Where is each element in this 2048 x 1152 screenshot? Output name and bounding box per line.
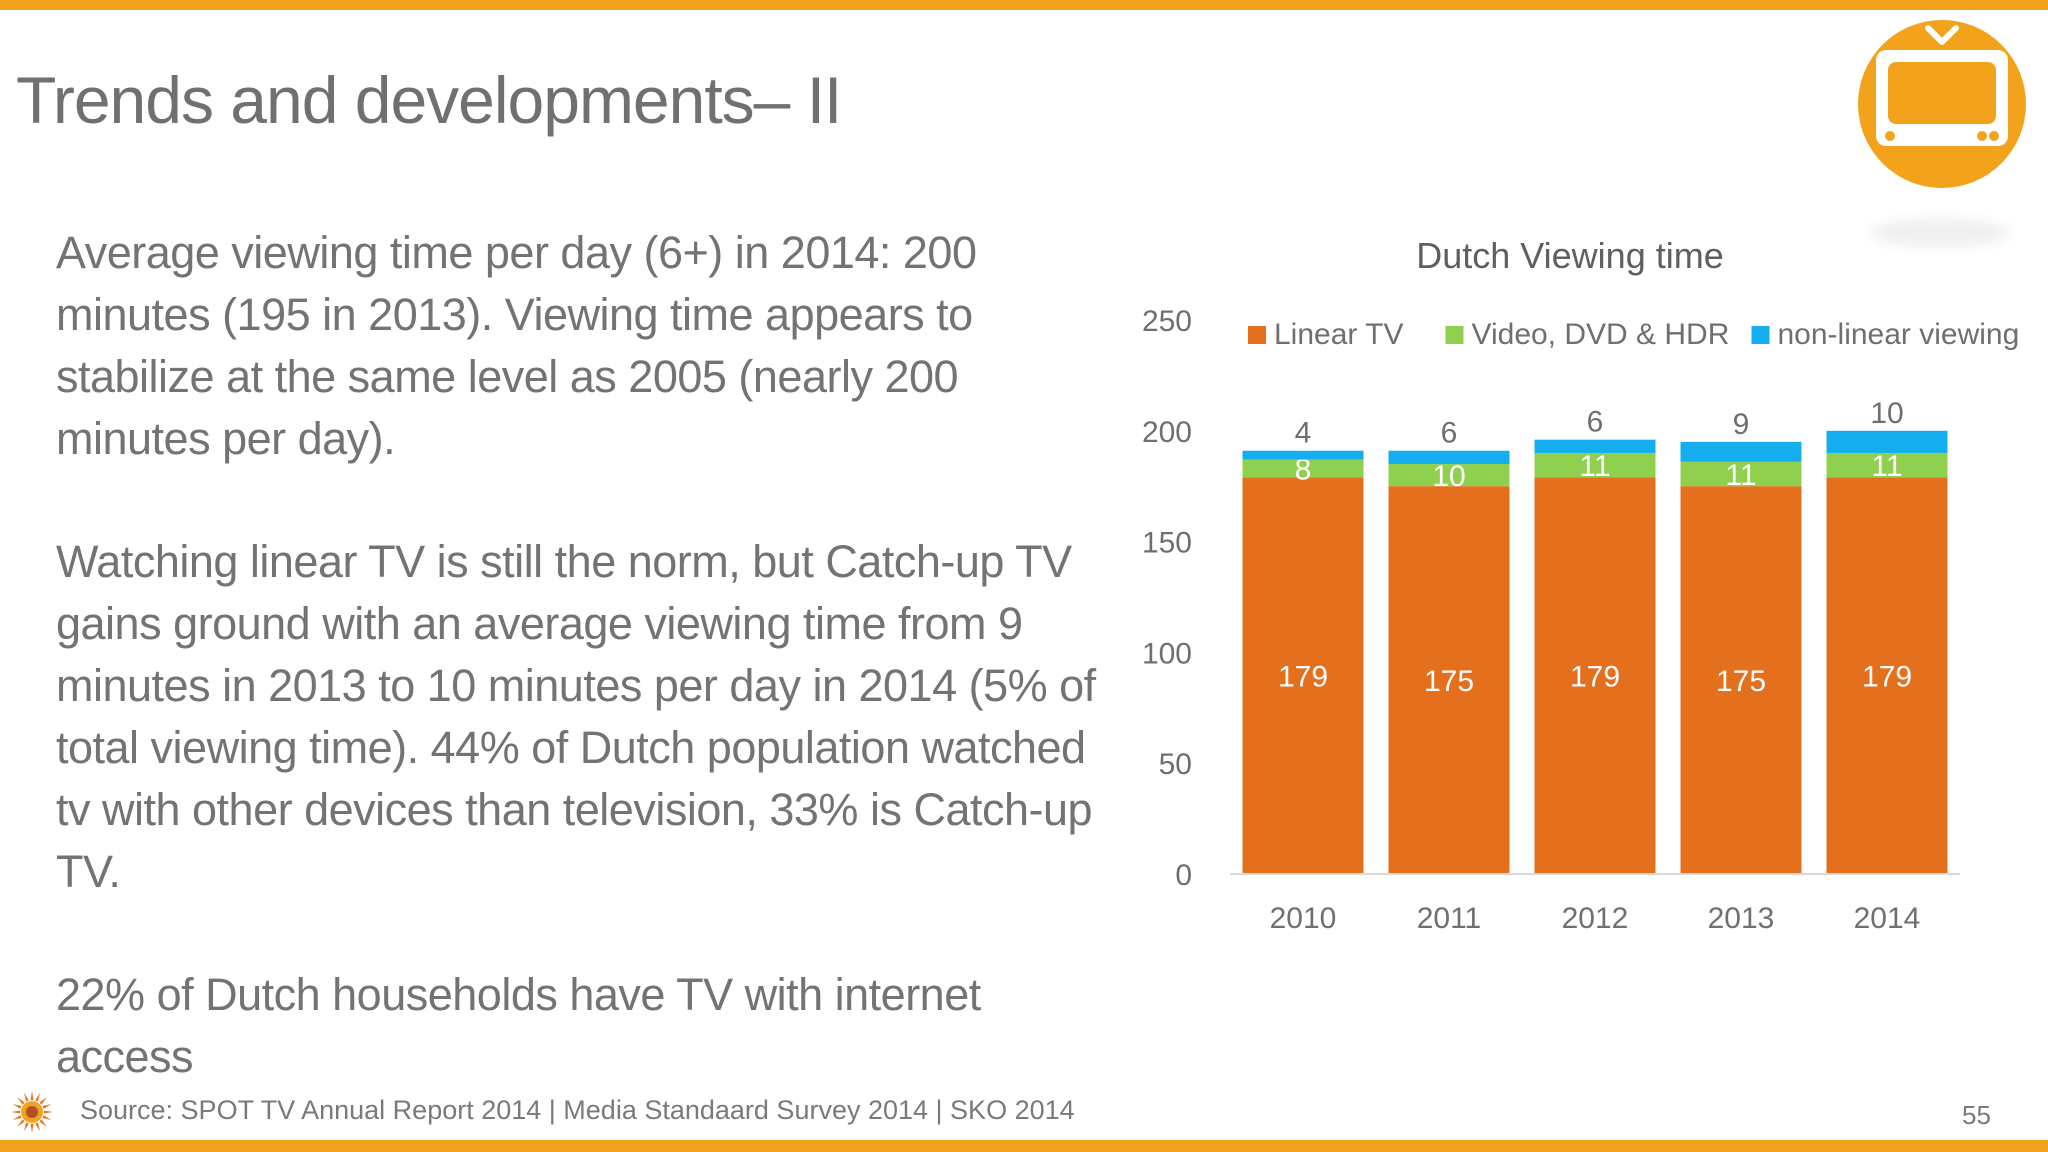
bar-segment (1680, 461, 1802, 487)
y-tick-label: 200 (1142, 416, 1192, 449)
data-label: 11 (1579, 450, 1610, 483)
legend-swatch (1751, 326, 1770, 344)
bar-segment (1242, 459, 1364, 478)
legend-label: non-linear viewing (1778, 318, 2020, 351)
y-tick-label: 50 (1159, 748, 1192, 781)
bar-segment (1680, 486, 1802, 874)
legend-label: Video, DVD & HDR (1472, 318, 1730, 351)
y-tick-label: 100 (1142, 637, 1192, 670)
bar-segment (1388, 486, 1510, 874)
page-number: 55 (1962, 1100, 1991, 1130)
data-label: 6 (1441, 417, 1458, 450)
data-label: 179 (1570, 661, 1620, 694)
data-label: 6 (1587, 406, 1604, 439)
bar-segment (1534, 452, 1656, 478)
bottom-accent-bar (0, 1140, 2048, 1152)
paragraph-internet-access: 22% of Dutch households have TV with int… (56, 969, 981, 1082)
x-axis: 2010 2011 2012 2013 2014 (1230, 873, 1960, 935)
data-label: 175 (1424, 665, 1474, 698)
bar-series: 179 84 175 10 6 179 11 6 175 11 9 179 11 10 (1242, 397, 1948, 874)
y-tick-label: 250 (1142, 305, 1192, 338)
sun-logo-icon (11, 1091, 53, 1133)
legend-swatch (1445, 326, 1464, 344)
data-label: 175 (1716, 665, 1766, 698)
bar-segment (1826, 477, 1948, 874)
legend-swatch (1248, 326, 1266, 344)
chart-legend: Linear TV Video, DVD & HDR non-linear view… (1248, 318, 2019, 351)
bar-segment (1534, 477, 1656, 874)
data-label: 179 (1278, 661, 1328, 694)
x-tick-label: 2012 (1562, 902, 1629, 935)
bar-segment (1534, 439, 1656, 453)
data-label: 11 (1871, 450, 1902, 483)
data-label: 179 (1862, 661, 1912, 694)
bar-segment (1388, 464, 1510, 487)
x-tick-label: 2010 (1270, 902, 1337, 935)
y-tick-label: 150 (1142, 527, 1192, 560)
body-text: Average viewing time per day (6+) in 201… (56, 222, 1116, 1149)
tv-icon-shadow (1870, 218, 2010, 248)
data-label: 8 (1295, 453, 1312, 486)
bar-segment (1826, 452, 1948, 478)
bar-segment (1680, 441, 1802, 462)
data-label: 4 (1295, 417, 1312, 450)
y-axis: 0 50 100 150 200 250 (1142, 305, 1192, 892)
footer-source: Source: SPOT TV Annual Report 2014 | Med… (80, 1095, 1075, 1125)
data-label: 9 (1733, 408, 1750, 441)
data-label: 10 (1432, 460, 1465, 493)
paragraph-viewing-time: Average viewing time per day (6+) in 201… (56, 227, 977, 464)
chart-title: Dutch Viewing time (1416, 235, 1723, 276)
tv-icon (1858, 20, 2026, 188)
x-tick-label: 2013 (1708, 902, 1775, 935)
data-label: 11 (1725, 459, 1756, 492)
data-label: 10 (1870, 397, 1903, 430)
y-tick-label: 0 (1175, 859, 1192, 892)
paragraph-linear-tv: Watching linear TV is still the norm, bu… (56, 536, 1096, 897)
bar-segment (1388, 450, 1510, 465)
slide-title: Trends and developments– II (16, 63, 842, 137)
bar-segment (1826, 430, 1948, 453)
viewing-time-chart: Dutch Viewing time Linear TV Video, DVD &… (1142, 235, 2019, 935)
x-tick-label: 2014 (1854, 902, 1921, 935)
top-accent-bar (0, 0, 2048, 10)
x-tick-label: 2011 (1417, 902, 1482, 935)
bar-segment (1242, 450, 1364, 460)
legend-label: Linear TV (1274, 318, 1404, 351)
bar-segment (1242, 477, 1364, 874)
